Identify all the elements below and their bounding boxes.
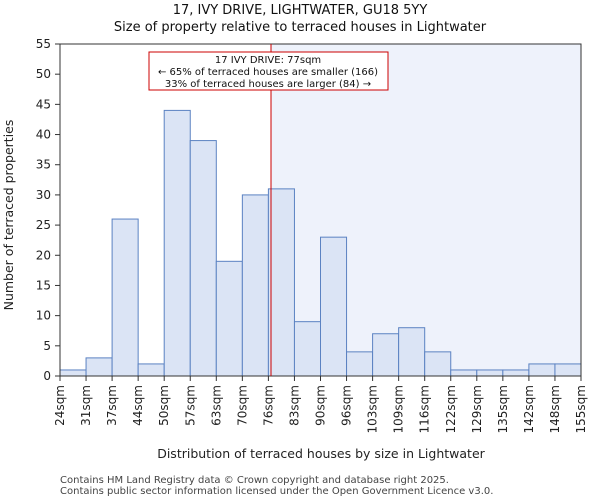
bar-129sqm: [476, 369, 504, 377]
bar-103sqm: [372, 333, 400, 377]
bar-37sqm: [111, 218, 139, 377]
ticks-group: 0 5 10 15 20 25 30 35 40 45 50 55 24sqm 31sqm 37sqm 44s…: [36, 37, 588, 433]
y-tick-label-20: 20: [36, 248, 51, 262]
x-tick-label-90sqm: 90sqm: [314, 385, 328, 426]
x-tick-label-37sqm: 37sqm: [105, 385, 119, 426]
annotation-line-2: ← 65% of terraced houses are smaller (16…: [158, 67, 378, 78]
y-tick-label-55: 55: [36, 37, 51, 51]
bar-31sqm: [85, 357, 113, 377]
x-tick-label-135sqm: 135sqm: [496, 385, 510, 433]
x-tick-label-116sqm: 116sqm: [418, 385, 432, 433]
x-axis-label: Distribution of terraced houses by size …: [157, 446, 485, 461]
bar-70sqm: [241, 194, 269, 377]
annotation-line-3: 33% of terraced houses are larger (84) →: [165, 79, 371, 90]
y-tick-label-25: 25: [36, 218, 51, 232]
bar-83sqm: [293, 321, 322, 377]
bar-148sqm: [554, 363, 582, 377]
x-tick-label-24sqm: 24sqm: [53, 385, 67, 426]
x-tick-label-50sqm: 50sqm: [157, 385, 171, 426]
y-tick-label-35: 35: [36, 158, 51, 172]
bar-96sqm: [346, 351, 374, 377]
x-tick-label-70sqm: 70sqm: [235, 385, 249, 426]
x-tick-label-83sqm: 83sqm: [287, 385, 301, 426]
bar-63sqm: [215, 260, 243, 377]
x-tick-label-142sqm: 142sqm: [522, 385, 536, 433]
bar-142sqm: [528, 363, 556, 377]
x-tick-label-103sqm: 103sqm: [366, 385, 380, 433]
bar-90sqm: [320, 236, 348, 377]
chart-title: 17, IVY DRIVE, LIGHTWATER, GU18 5YY: [173, 3, 428, 18]
x-tick-label-96sqm: 96sqm: [340, 385, 354, 426]
bar-50sqm: [163, 109, 191, 377]
bar-57sqm: [189, 140, 217, 377]
y-tick-label-50: 50: [36, 67, 51, 81]
bar-122sqm: [450, 369, 478, 377]
bar-135sqm: [502, 369, 530, 377]
bars-group: [59, 109, 582, 377]
bar-44sqm: [137, 363, 165, 377]
x-tick-label-57sqm: 57sqm: [183, 385, 197, 426]
y-tick-label-5: 5: [43, 339, 51, 353]
y-tick-label-15: 15: [36, 278, 51, 292]
x-tick-label-155sqm: 155sqm: [574, 385, 588, 433]
bar-116sqm: [424, 351, 452, 377]
bar-24sqm: [59, 369, 87, 377]
annotation-box: 17 IVY DRIVE: 77sqm ← 65% of terraced ho…: [148, 51, 389, 91]
bar-76sqm: [267, 188, 295, 377]
footer-line-1: Contains HM Land Registry data © Crown c…: [60, 475, 449, 486]
x-tick-label-109sqm: 109sqm: [392, 385, 406, 433]
footer-line-2: Contains public sector information licen…: [60, 486, 493, 497]
y-tick-label-10: 10: [36, 309, 51, 323]
x-tick-label-148sqm: 148sqm: [548, 385, 562, 433]
bar-109sqm: [398, 327, 426, 377]
y-tick-label-0: 0: [43, 369, 51, 383]
y-tick-label-30: 30: [36, 188, 51, 202]
x-tick-label-76sqm: 76sqm: [261, 385, 275, 426]
annotation-frame: [148, 51, 389, 91]
annotation-line-1: 17 IVY DRIVE: 77sqm: [215, 55, 321, 66]
y-tick-label-45: 45: [36, 97, 51, 111]
y-tick-label-40: 40: [36, 128, 51, 142]
chart-subtitle: Size of property relative to terraced ho…: [114, 20, 487, 35]
x-tick-label-31sqm: 31sqm: [79, 385, 93, 426]
x-tick-label-44sqm: 44sqm: [131, 385, 145, 426]
x-tick-label-63sqm: 63sqm: [209, 385, 223, 426]
x-tick-label-129sqm: 129sqm: [470, 385, 484, 433]
y-axis-label: Number of terraced properties: [1, 120, 16, 311]
x-tick-label-122sqm: 122sqm: [444, 385, 458, 433]
